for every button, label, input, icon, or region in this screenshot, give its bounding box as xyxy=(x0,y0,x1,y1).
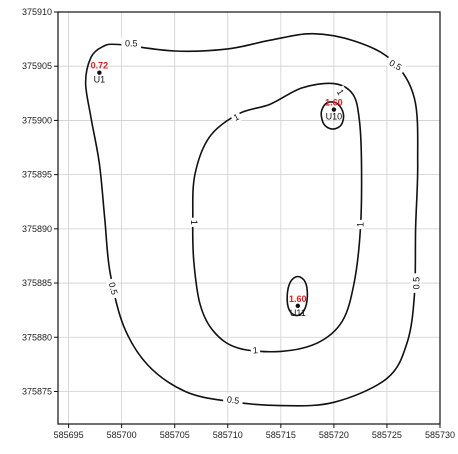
point-value-label: 1.60 xyxy=(289,294,307,304)
contour-label: 0.5 xyxy=(105,277,122,300)
y-tick-label: 375905 xyxy=(22,61,52,71)
point-u10: 1.60 U10 xyxy=(325,98,343,122)
point-value-label: 0.72 xyxy=(91,61,109,71)
y-tick-label: 375875 xyxy=(22,386,52,396)
x-tick-label: 585720 xyxy=(319,430,349,440)
contour-label-text: 0.5 xyxy=(412,277,422,290)
contour-label-text: 0.5 xyxy=(125,38,138,48)
contour-label-text: 1 xyxy=(252,345,258,355)
y-tick-label: 375880 xyxy=(22,332,52,342)
contour-1-line xyxy=(191,82,363,353)
x-tick-label: 585705 xyxy=(160,430,190,440)
contour-label-background xyxy=(410,273,422,293)
x-tick-label: 585695 xyxy=(54,430,84,440)
y-tick-label: 375900 xyxy=(22,115,52,125)
contour-label: 0.5 xyxy=(121,37,141,49)
contour-label-background xyxy=(354,219,366,230)
contour-label: 0.5 xyxy=(410,273,422,293)
contour-label-background xyxy=(222,392,244,407)
contour-label: 1 xyxy=(333,85,348,99)
contour-label: 1 xyxy=(354,219,366,230)
contour-label-text: 0.5 xyxy=(107,281,120,296)
x-tick-label: 585700 xyxy=(107,430,137,440)
y-tick-label: 375895 xyxy=(22,170,52,180)
y-tick-label: 375890 xyxy=(22,224,52,234)
contour-label-background xyxy=(250,343,261,356)
contour-label: 1 xyxy=(188,217,200,227)
point-u11: 1.60 U11 xyxy=(289,294,307,318)
contour-label-text: 1 xyxy=(335,88,346,97)
point-u1: 0.72 U1 xyxy=(91,61,109,85)
contour-label: 0.5 xyxy=(222,392,244,407)
y-tick-label: 375910 xyxy=(22,7,52,17)
contour-label-text: 1 xyxy=(189,220,199,225)
y-axis-ticks: 375875 375880 375885 375890 375895 375900 3759… xyxy=(22,7,58,396)
contour-label-text: 1 xyxy=(232,112,241,123)
y-tick-label: 375885 xyxy=(22,278,52,288)
point-marker xyxy=(97,70,102,75)
contour-lines xyxy=(84,32,419,407)
x-tick-label: 585725 xyxy=(372,430,402,440)
contour-0.5-line xyxy=(84,32,419,407)
contour-label-background xyxy=(333,85,348,99)
contour-1.5-u11-line xyxy=(286,275,309,317)
contour-label-background xyxy=(384,55,407,75)
contour-label-background xyxy=(229,109,243,124)
contour-label-text: 1 xyxy=(355,222,365,227)
contour-label: 1 xyxy=(250,343,261,356)
contour-label-background xyxy=(105,277,122,300)
x-tick-label: 585715 xyxy=(266,430,296,440)
contour-label-text: 0.5 xyxy=(226,394,240,406)
contour-label-background xyxy=(188,217,200,227)
point-id-label: U11 xyxy=(290,308,306,318)
point-marker xyxy=(331,107,337,112)
point-value-label: 1.60 xyxy=(325,98,343,108)
x-tick-label: 585730 xyxy=(425,430,455,440)
point-id-label: U10 xyxy=(326,112,343,122)
contour-label-background xyxy=(121,37,141,49)
plot-frame xyxy=(57,11,441,425)
x-tick-label: 585710 xyxy=(213,430,243,440)
point-id-label: U1 xyxy=(94,75,106,85)
contour-label: 1 xyxy=(229,109,243,124)
data-points: 0.72 U1 1.60 U10 1.60 U11 xyxy=(91,61,343,318)
point-marker xyxy=(295,303,301,309)
x-axis-ticks: 585695 585700 585705 585710 585715 585720 5857… xyxy=(54,424,455,440)
contour-1.5-u10-line xyxy=(320,101,345,130)
